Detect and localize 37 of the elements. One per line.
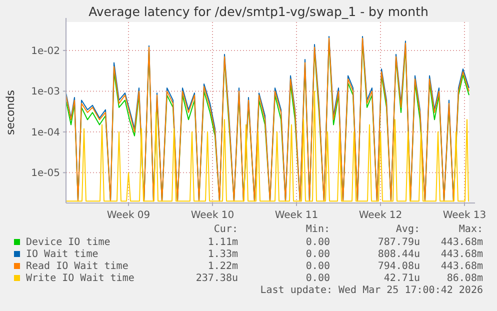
text: Cur: xyxy=(214,224,238,235)
text: 0.00 xyxy=(306,273,330,284)
text: 443.68m xyxy=(440,237,483,248)
line-series xyxy=(66,90,470,202)
y-tick-label: 1e-04 xyxy=(31,127,60,138)
text: 86.08m xyxy=(446,273,483,284)
text: 443.68m xyxy=(440,249,483,260)
legend-label: Write IO Wait time xyxy=(26,273,134,284)
text: 237.38u xyxy=(196,273,238,284)
text: 794.08u xyxy=(378,261,420,272)
text: 1.33m xyxy=(208,249,238,260)
legend-label: Device IO time xyxy=(26,237,110,248)
text: Min: xyxy=(306,224,330,235)
text: 443.68m xyxy=(440,261,483,272)
text: 1.11m xyxy=(208,237,238,248)
x-tick-label: Week 09 xyxy=(106,210,150,221)
x-tick-label: Week 13 xyxy=(442,210,486,221)
legend-label: IO Wait time xyxy=(26,249,98,260)
x-tick-label: Week 10 xyxy=(190,210,234,221)
text: 0.00 xyxy=(306,237,330,248)
x-tick-label: Week 11 xyxy=(274,210,318,221)
chart-title: Average latency for /dev/smtp1-vg/swap_1 - by month xyxy=(88,4,428,19)
text: Last update: Wed Mar 25 17:00:42 2026 xyxy=(260,285,483,296)
y-tick-label: 1e-02 xyxy=(31,46,60,57)
text: 0.00 xyxy=(306,249,330,260)
text: Max: xyxy=(458,224,483,235)
text: 787.79u xyxy=(378,237,420,248)
y-tick-label: 1e-05 xyxy=(31,168,60,180)
y-tick-label: 1e-03 xyxy=(31,86,60,98)
text: 808.44u xyxy=(378,249,420,260)
y-axis-title: seconds xyxy=(4,90,17,135)
text: Avg: xyxy=(396,224,420,235)
legend-label: Read IO Wait time xyxy=(26,261,128,272)
text: 1.22m xyxy=(208,261,238,272)
x-tick-label: Week 12 xyxy=(358,210,402,221)
text: 42.71u xyxy=(384,273,420,284)
text: 0.00 xyxy=(306,261,330,272)
